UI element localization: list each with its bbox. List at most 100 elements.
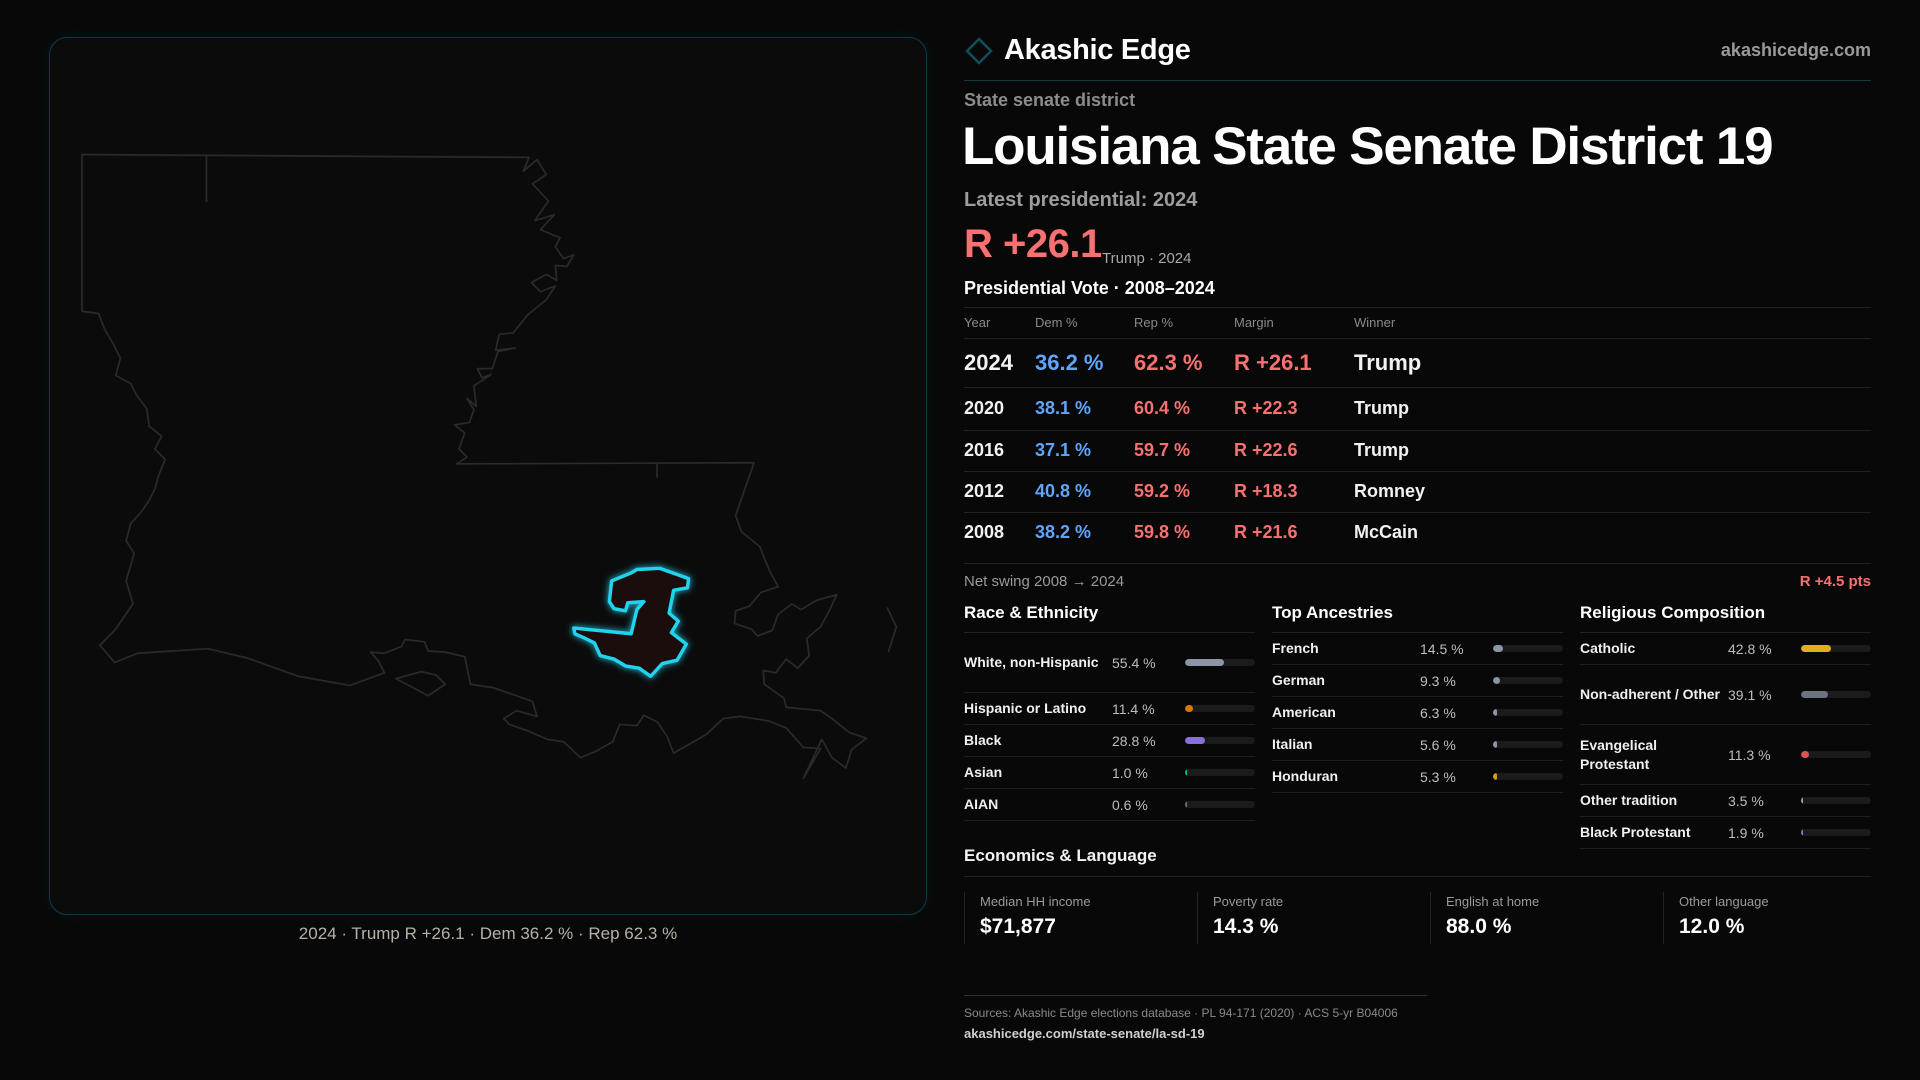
- stat-value: 3.5 %: [1728, 792, 1764, 809]
- vote-year: 2020: [964, 398, 1005, 418]
- vote-rep: 59.2 %: [1134, 481, 1191, 501]
- vote-row[interactable]: 2016 37.1 % 59.7 % R +22.6 Trump: [964, 430, 1871, 471]
- district-type: State senate district: [964, 90, 1136, 110]
- col-year: Year: [964, 314, 991, 330]
- vote-row[interactable]: 2008 38.2 % 59.8 % R +21.6 McCain: [964, 512, 1871, 553]
- brand-logo[interactable]: Akashic Edge: [964, 34, 1191, 67]
- vote-rep: 62.3 %: [1134, 349, 1203, 375]
- stat-bar: [1493, 773, 1563, 780]
- econ-label: Median HH income: [980, 894, 1091, 909]
- ancestry-item: German 9.3 %: [1272, 665, 1563, 697]
- stat-label: Hispanic or Latino: [964, 700, 1087, 716]
- vote-margin: R +22.6: [1234, 440, 1298, 460]
- stat-bar-fill: [1493, 645, 1504, 652]
- stat-value: 14.5 %: [1420, 640, 1464, 657]
- vote-winner: Trump: [1354, 398, 1410, 418]
- stat-value: 1.9 %: [1728, 824, 1764, 841]
- vote-margin: R +21.6: [1234, 522, 1298, 542]
- econ-card: Median HH income $71,877: [964, 892, 1197, 944]
- econ-value: 12.0 %: [1679, 915, 1745, 938]
- vote-year: 2024: [964, 349, 1013, 375]
- marsh-island: [395, 670, 447, 697]
- vote-year: 2016: [964, 440, 1005, 460]
- vote-margin: R +26.1: [1234, 349, 1312, 375]
- stat-label: Other tradition: [1580, 792, 1678, 808]
- col-margin: Margin: [1234, 314, 1274, 330]
- econ-card: Other language 12.0 %: [1663, 892, 1896, 944]
- stat-label: Non-adherent / Other: [1580, 686, 1721, 702]
- ancestry-title: Top Ancestries: [1272, 603, 1393, 622]
- stat-bar-fill: [1493, 677, 1500, 684]
- econ-label: English at home: [1446, 894, 1540, 909]
- stat-label: Honduran: [1272, 768, 1339, 784]
- ancestry-item: American 6.3 %: [1272, 697, 1563, 729]
- vote-rep: 60.4 %: [1134, 398, 1191, 418]
- site-link[interactable]: akashicedge.com: [1720, 40, 1871, 60]
- stat-bar: [1801, 691, 1871, 698]
- vote-winner: McCain: [1354, 522, 1419, 542]
- econ-value: 88.0 %: [1446, 915, 1512, 938]
- race-item: White, non-Hispanic 55.4 %: [964, 633, 1255, 693]
- louisiana-map[interactable]: [40, 30, 940, 950]
- vote-table-title: Presidential Vote · 2008–2024: [964, 278, 1215, 298]
- ancestry-item: Honduran 5.3 %: [1272, 761, 1563, 793]
- map-panel[interactable]: [49, 37, 927, 915]
- footer-divider: [964, 995, 1427, 996]
- district-19-shape[interactable]: [572, 566, 691, 678]
- stat-label: Black: [964, 732, 1002, 748]
- economics-title: Economics & Language: [964, 846, 1157, 865]
- vote-row[interactable]: 2012 40.8 % 59.2 % R +18.3 Romney: [964, 471, 1871, 512]
- stat-bar-fill: [1185, 705, 1193, 712]
- latest-presidential: Latest presidential: 2024: [964, 189, 1198, 211]
- header-divider: [964, 80, 1871, 81]
- stat-bar: [1493, 741, 1563, 748]
- stat-bar: [1185, 659, 1255, 666]
- religion-item: Evangelical Protestant 11.3 %: [1580, 725, 1871, 785]
- stat-value: 11.3 %: [1728, 746, 1771, 763]
- econ-label: Other language: [1679, 894, 1769, 909]
- stat-label: Italian: [1272, 736, 1313, 752]
- stat-label: Evangelical Protestant: [1580, 736, 1658, 772]
- vote-winner: Trump: [1354, 440, 1410, 460]
- vote-rep: 59.7 %: [1134, 440, 1191, 460]
- vote-dem: 40.8 %: [1035, 481, 1092, 501]
- stat-bar: [1185, 801, 1255, 808]
- chandeleur-islands: [886, 607, 898, 653]
- vote-table-header: Year Dem % Rep % Margin Winner: [964, 314, 1871, 330]
- econ-label: Poverty rate: [1213, 894, 1284, 909]
- page-title: Louisiana State Senate District 19: [962, 117, 1774, 176]
- vote-row[interactable]: 2024 36.2 % 62.3 % R +26.1 Trump: [964, 338, 1871, 387]
- ancestry-item: French 14.5 %: [1272, 633, 1563, 665]
- econ-card: Poverty rate 14.3 %: [1197, 892, 1430, 944]
- stat-bar-fill: [1185, 737, 1206, 744]
- race-item: Asian 1.0 %: [964, 757, 1255, 789]
- stat-bar: [1801, 797, 1871, 804]
- stat-bar: [1493, 677, 1563, 684]
- religion-item: Black Protestant 1.9 %: [1580, 817, 1871, 849]
- page-url[interactable]: akashicedge.com/state-senate/la-sd-19: [964, 1026, 1205, 1041]
- religion-item: Non-adherent / Other 39.1 %: [1580, 665, 1871, 725]
- stat-bar: [1185, 705, 1255, 712]
- vote-year: 2008: [964, 522, 1005, 542]
- stat-bar-fill: [1185, 659, 1224, 666]
- parish-line: [205, 156, 658, 478]
- stat-value: 5.6 %: [1420, 736, 1456, 753]
- net-swing-value: R +4.5 pts: [1799, 573, 1871, 590]
- stat-bar: [1185, 737, 1255, 744]
- stat-bar: [1801, 829, 1871, 836]
- stat-bar-fill: [1801, 645, 1831, 652]
- stat-value: 6.3 %: [1420, 704, 1456, 721]
- stat-bar-fill: [1801, 751, 1809, 758]
- stat-bar-fill: [1801, 797, 1804, 804]
- headline-margin: R +26.1: [964, 222, 1102, 266]
- stat-label: White, non-Hispanic: [964, 654, 1099, 670]
- vote-dem: 38.1 %: [1035, 398, 1092, 418]
- ancestry-item: Italian 5.6 %: [1272, 729, 1563, 761]
- religion-item: Catholic 42.8 %: [1580, 633, 1871, 665]
- stat-bar: [1801, 645, 1871, 652]
- econ-value: $71,877: [980, 915, 1056, 938]
- stat-label: Asian: [964, 764, 1003, 780]
- vote-dem: 36.2 %: [1035, 349, 1104, 375]
- vote-row[interactable]: 2020 38.1 % 60.4 % R +22.3 Trump: [964, 387, 1871, 430]
- stat-label: AIAN: [964, 796, 999, 812]
